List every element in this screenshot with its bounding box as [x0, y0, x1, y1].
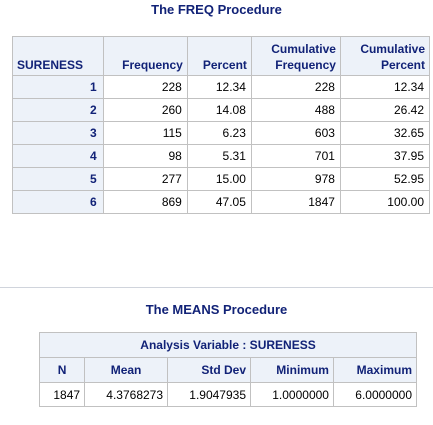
col-header-percent: Percent [186, 36, 252, 76]
cell-cumulative-frequency: 1847 [250, 190, 341, 214]
means-table: Analysis Variable : SURENESS N Mean Std … [38, 332, 418, 407]
procedure-divider [0, 287, 433, 288]
means-spanner-row: Analysis Variable : SURENESS [39, 332, 417, 358]
cell-cumulative-frequency: 228 [250, 75, 341, 99]
means-header-row: N Mean Std Dev Minimum Maximum [38, 357, 418, 383]
analysis-variable-header: Analysis Variable : SURENESS [39, 332, 417, 358]
cell-frequency: 869 [102, 190, 188, 214]
col-header-n: N [38, 357, 86, 383]
col-header-minimum: Minimum [250, 357, 334, 383]
row-header-sureness-value: 2 [12, 98, 104, 122]
cell-frequency: 277 [102, 167, 188, 191]
col-header-sureness: SURENESS [12, 36, 104, 76]
cell-cumulative-frequency: 701 [250, 144, 341, 168]
cell-percent: 12.34 [186, 75, 252, 99]
cell-cumulative-frequency: 603 [250, 121, 341, 145]
cell-percent: 47.05 [186, 190, 252, 214]
col-header-cumulative-percent-line1: Cumulative [360, 42, 425, 56]
col-header-frequency: Frequency [102, 36, 188, 76]
row-header-sureness-value: 4 [12, 144, 104, 168]
table-row: 4 98 5.31 701 37.95 [12, 144, 431, 168]
table-row: 5 277 15.00 978 52.95 [12, 167, 431, 191]
cell-percent: 15.00 [186, 167, 252, 191]
cell-cumulative-percent: 37.95 [339, 144, 431, 168]
table-row: 1 228 12.34 228 12.34 [12, 75, 431, 99]
cell-frequency: 260 [102, 98, 188, 122]
col-header-std-dev: Std Dev [167, 357, 251, 383]
cell-cumulative-percent: 52.95 [339, 167, 431, 191]
cell-std-dev: 1.9047935 [167, 382, 251, 407]
cell-cumulative-percent: 100.00 [339, 190, 431, 214]
cell-frequency: 228 [102, 75, 188, 99]
cell-maximum: 6.0000000 [332, 382, 418, 407]
table-row: 6 869 47.05 1847 100.00 [12, 190, 431, 214]
row-header-sureness-value: 3 [12, 121, 104, 145]
col-header-cumulative-percent: Cumulative Percent [339, 36, 431, 76]
cell-cumulative-percent: 32.65 [339, 121, 431, 145]
col-header-cumulative-percent-line2: Percent [380, 58, 425, 72]
row-header-sureness-value: 1 [12, 75, 104, 99]
col-header-mean: Mean [84, 357, 169, 383]
col-header-maximum: Maximum [332, 357, 418, 383]
frequency-table: SURENESS Frequency Percent Cumulative Fr… [12, 36, 431, 214]
cell-cumulative-frequency: 978 [250, 167, 341, 191]
cell-percent: 6.23 [186, 121, 252, 145]
cell-frequency: 98 [102, 144, 188, 168]
frequency-table-header-row: SURENESS Frequency Percent Cumulative Fr… [12, 36, 431, 76]
col-header-cumulative-frequency-line2: Frequency [275, 58, 336, 72]
table-row: 1847 4.3768273 1.9047935 1.0000000 6.000… [38, 382, 418, 407]
means-procedure-title: The MEANS Procedure [145, 302, 288, 317]
row-header-sureness-value: 5 [12, 167, 104, 191]
freq-procedure-title: The FREQ Procedure [151, 2, 282, 17]
cell-cumulative-percent: 12.34 [339, 75, 431, 99]
cell-cumulative-frequency: 488 [250, 98, 341, 122]
cell-percent: 5.31 [186, 144, 252, 168]
cell-frequency: 115 [102, 121, 188, 145]
cell-percent: 14.08 [186, 98, 252, 122]
cell-mean: 4.3768273 [84, 382, 169, 407]
col-header-cumulative-frequency-line1: Cumulative [271, 42, 336, 56]
row-header-sureness-value: 6 [12, 190, 104, 214]
table-row: 3 115 6.23 603 32.65 [12, 121, 431, 145]
cell-cumulative-percent: 26.42 [339, 98, 431, 122]
cell-n: 1847 [38, 382, 86, 407]
col-header-cumulative-frequency: Cumulative Frequency [250, 36, 341, 76]
cell-minimum: 1.0000000 [250, 382, 334, 407]
table-row: 2 260 14.08 488 26.42 [12, 98, 431, 122]
